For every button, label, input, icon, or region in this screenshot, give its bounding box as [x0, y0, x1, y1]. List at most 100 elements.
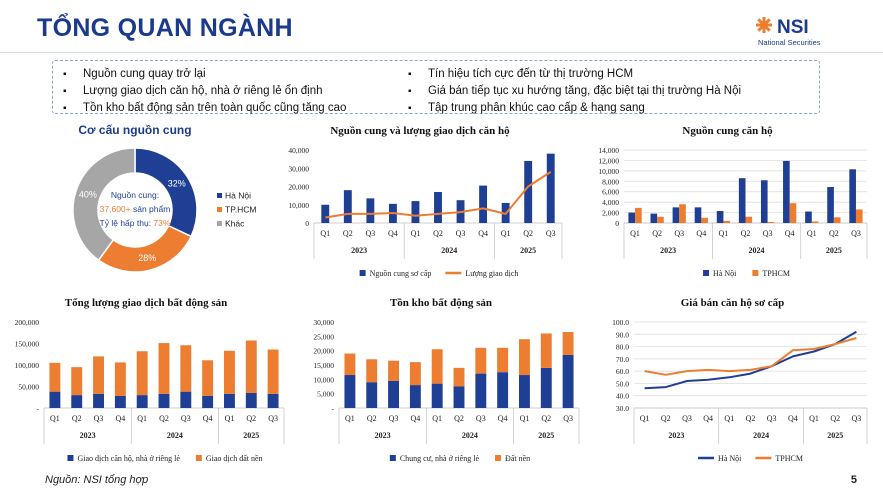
bar — [767, 221, 775, 223]
x-tick-label: Q1 — [345, 414, 355, 423]
bar-segment — [409, 385, 421, 408]
y-tick-label: 14,000 — [598, 146, 619, 155]
y-tick-label: 100,000 — [15, 361, 40, 370]
legend-swatch — [495, 455, 502, 461]
legend-label: TP.HCM — [225, 205, 257, 215]
bar — [657, 216, 664, 223]
bar-segment — [519, 339, 530, 376]
bar-segment — [475, 347, 487, 374]
legend: Hà Nội TPHCM — [703, 269, 790, 278]
bullet-item: Tập trung phân khúc cao cấp & hạng sang — [408, 100, 741, 117]
line-series — [325, 171, 552, 219]
bullet-list: Nguồn cung quay trở lạiLượng giao dịch c… — [63, 66, 408, 114]
x-tick-label: Q3 — [767, 414, 777, 423]
bar-segment — [224, 393, 235, 408]
x-group-label: 2023 — [660, 246, 676, 255]
bar-segment — [431, 349, 443, 384]
x-group-label: 2025 — [520, 246, 536, 255]
x-tick-label: Q2 — [829, 229, 839, 238]
y-tick-label: 50,000 — [18, 383, 39, 392]
chart-title: Cơ cấu nguồn cung — [78, 123, 191, 137]
bar — [672, 207, 680, 223]
x-group-label: 2023 — [80, 431, 96, 440]
x-tick-label: Q1 — [411, 229, 421, 238]
bar-segment — [136, 351, 148, 396]
legend-label: Hà Nội — [225, 191, 251, 201]
bar — [811, 221, 819, 223]
donut-slice — [72, 147, 136, 262]
x-tick-label: Q3 — [674, 229, 684, 238]
bar — [635, 207, 642, 223]
x-tick-label: Q2 — [652, 229, 662, 238]
bar — [716, 211, 724, 223]
x-tick-label: Q2 — [454, 414, 464, 423]
legend-swatch — [67, 455, 74, 461]
x-tick-label: Q2 — [159, 414, 169, 423]
y-tick-label: 10,000 — [598, 167, 619, 176]
legend-label: Đất nền — [505, 454, 530, 463]
x-group-label: 2023 — [668, 431, 684, 440]
legend-swatch — [389, 455, 396, 461]
logo-text: NSI — [777, 17, 809, 38]
x-group-label: 2024 — [167, 431, 183, 440]
y-tick-label: 8,000 — [602, 177, 619, 186]
legend-label: Nguồn cung sơ cấp — [370, 269, 432, 278]
bar — [411, 201, 420, 223]
bar-segment — [180, 345, 192, 392]
y-tick-label: 15,000 — [313, 361, 334, 370]
x-tick-label: Q1 — [724, 414, 734, 423]
bar — [723, 220, 731, 223]
bar — [679, 204, 686, 223]
bar-segment — [114, 395, 126, 408]
x-tick-label: Q3 — [852, 414, 862, 423]
y-tick-label: 6,000 — [602, 188, 619, 197]
bar — [479, 185, 488, 223]
bar-segment — [453, 367, 465, 387]
x-group-label: 2025 — [538, 431, 554, 440]
bar — [343, 190, 352, 223]
x-tick-label: Q1 — [320, 229, 330, 238]
y-tick-label: 150,000 — [15, 340, 40, 349]
legend-swatch — [752, 270, 759, 276]
x-group-label: 2025 — [827, 431, 843, 440]
bullet-box: Nguồn cung quay trở lạiLượng giao dịch c… — [52, 60, 820, 114]
x-group-label: 2025 — [243, 431, 259, 440]
x-tick-label: Q1 — [520, 414, 530, 423]
y-tick-label: 12,000 — [598, 156, 619, 165]
bar — [628, 212, 636, 223]
y-tick-label: - — [332, 404, 335, 413]
bar — [833, 217, 841, 223]
page-number: 5 — [850, 474, 857, 486]
bar-segment — [245, 340, 257, 393]
x-tick-label: Q3 — [456, 229, 466, 238]
line-series — [644, 337, 857, 376]
line-series — [644, 330, 857, 390]
bar-segment — [475, 373, 487, 408]
x-group-label: 2024 — [753, 431, 769, 440]
bar-segment — [431, 383, 443, 408]
x-tick-label: Q3 — [389, 414, 399, 423]
donut-slice — [97, 224, 193, 273]
slide-title: TỔNG QUAN NGÀNH — [37, 14, 293, 42]
y-tick-label: 4,000 — [602, 198, 619, 207]
bar-segment — [497, 372, 509, 408]
legend-label: TPHCM — [762, 269, 790, 278]
y-tick-label: 70.0 — [616, 355, 629, 364]
bar-segment — [93, 393, 104, 408]
x-tick-label: Q3 — [365, 229, 375, 238]
legend-label: Hà Nội — [713, 269, 737, 278]
y-tick-label: - — [37, 404, 40, 413]
bar — [321, 204, 330, 223]
y-tick-label: 80.0 — [616, 343, 629, 352]
center-text: 37,600+ sản phẩm — [100, 204, 171, 214]
bar — [434, 191, 442, 223]
legend-swatch — [195, 455, 202, 461]
x-tick-label: Q2 — [523, 229, 533, 238]
x-group-label: 2025 — [826, 246, 842, 255]
x-tick-label: Q2 — [746, 414, 756, 423]
y-tick-label: 0 — [305, 219, 309, 228]
x-tick-label: Q1 — [225, 414, 235, 423]
x-tick-label: Q3 — [682, 414, 692, 423]
bar-segment — [344, 353, 356, 376]
